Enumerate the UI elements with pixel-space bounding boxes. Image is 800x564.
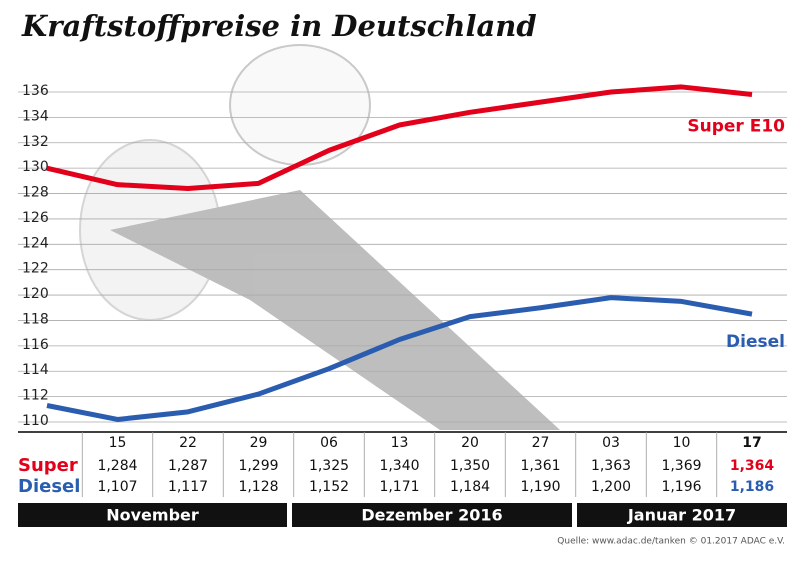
x-tick-label: 06	[320, 435, 338, 451]
x-tick-label: 29	[250, 435, 268, 451]
month-bar	[292, 503, 572, 527]
table-cell: 1,196	[661, 479, 701, 495]
table-cell: 1,117	[168, 479, 208, 495]
x-tick-label: 10	[673, 435, 691, 451]
x-tick-label: 20	[461, 435, 479, 451]
legend-label: Super E10	[687, 117, 785, 137]
table-cell: 1,287	[168, 458, 208, 474]
y-tick-label: 122	[22, 261, 49, 277]
x-tick-label: 22	[179, 435, 197, 451]
table-cell: 1,152	[309, 479, 349, 495]
y-tick-label: 118	[22, 311, 49, 327]
table-cell: 1,369	[661, 458, 701, 474]
month-label: November	[106, 506, 199, 525]
source: Quelle: www.adac.de/tanken © 01.2017 ADA…	[557, 537, 785, 547]
table-cell: 1,171	[379, 479, 419, 495]
table-cell: 1,364	[730, 458, 775, 474]
y-tick-label: 112	[22, 388, 49, 404]
table-cell: 1,299	[238, 458, 278, 474]
y-tick-label: 110	[22, 413, 49, 429]
table-cell: 1,340	[379, 458, 419, 474]
x-tick-label: 03	[602, 435, 620, 451]
month-label: Dezember 2016	[361, 506, 502, 525]
table-cell: 1,361	[520, 458, 560, 474]
month-bar	[18, 503, 287, 527]
x-tick-label: 17	[742, 435, 761, 451]
x-tick-label: 27	[532, 435, 550, 451]
table-cell: 1,284	[97, 458, 137, 474]
table-cell: 1,128	[238, 479, 278, 495]
series-line	[46, 84, 753, 191]
month-bar	[577, 503, 787, 527]
pump-illustration	[79, 44, 560, 430]
table-cell: 1,184	[450, 479, 490, 495]
table-cell: 1,190	[520, 479, 560, 495]
table-cell: 1,363	[591, 458, 631, 474]
y-tick-label: 128	[22, 185, 49, 201]
y-tick-label: 114	[22, 362, 49, 378]
legend-label: Diesel	[726, 332, 785, 352]
x-tick-label: 13	[391, 435, 409, 451]
table-cell: 1,350	[450, 458, 490, 474]
y-tick-label: 134	[22, 108, 49, 124]
row-label: Diesel	[18, 476, 80, 497]
y-tick-label: 126	[22, 210, 49, 226]
y-tick-label: 136	[22, 83, 49, 99]
table-cell: 1,186	[730, 479, 774, 495]
chart-title: Kraftstoffpreise in Deutschland	[21, 9, 537, 43]
y-tick-label: 132	[22, 134, 49, 150]
y-tick-label: 130	[22, 159, 49, 175]
series-line	[46, 295, 753, 422]
y-tick-label: 120	[22, 286, 49, 302]
x-tick-label: 15	[109, 435, 127, 451]
row-label: Super	[18, 455, 78, 476]
table-cell: 1,107	[97, 479, 137, 495]
y-tick-label: 124	[22, 235, 49, 251]
table-cell: 1,325	[309, 458, 349, 474]
y-tick-label: 116	[22, 337, 49, 353]
table-cell: 1,200	[591, 479, 631, 495]
month-label: Januar 2017	[627, 506, 736, 525]
